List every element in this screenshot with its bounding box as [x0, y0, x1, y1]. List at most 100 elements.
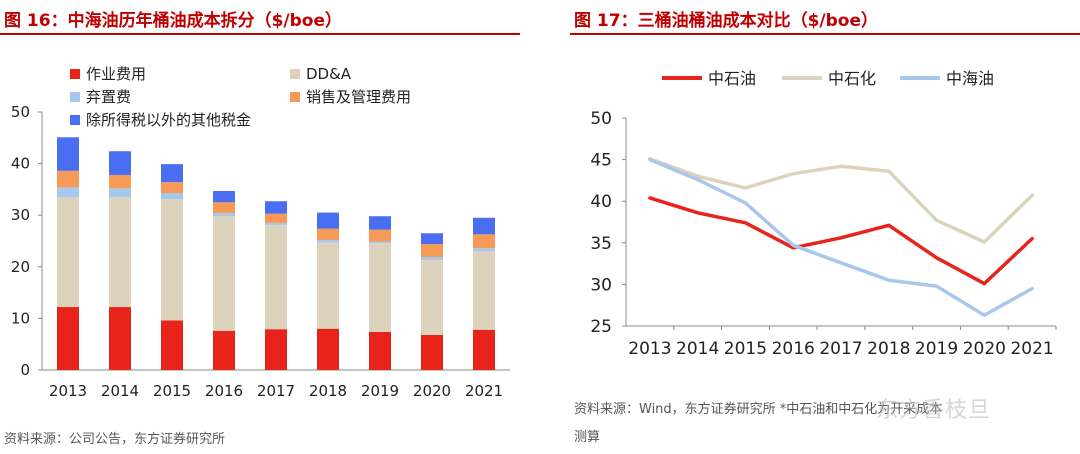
bar-segment-1-2017 [265, 225, 287, 330]
bar-segment-0-2016 [213, 330, 235, 370]
bar-segment-2-2021 [473, 248, 495, 252]
x-tick-label: 2019 [915, 339, 958, 359]
watermark-logo: 东方香枝旦 [876, 398, 992, 423]
bar-segment-1-2015 [161, 199, 183, 321]
legend-label-0: 中石油 [708, 69, 756, 88]
bar-segment-1-2019 [369, 243, 391, 332]
bar-segment-3-2019 [369, 229, 391, 242]
bar-segment-3-2013 [57, 170, 79, 188]
bar-segment-0-2017 [265, 329, 287, 370]
bar-segment-4-2014 [109, 151, 131, 175]
y-tick-label: 40 [590, 192, 612, 212]
bar-segment-4-2013 [57, 137, 79, 171]
bar-segment-3-2014 [109, 174, 131, 189]
legend-label-0: 作业费用 [86, 65, 146, 83]
x-tick-label: 2014 [101, 382, 139, 400]
legend-swatch-2 [70, 92, 80, 102]
x-tick-label: 2018 [309, 382, 347, 400]
legend-label-2: 中海油 [946, 69, 994, 88]
x-tick-label: 2013 [628, 339, 671, 359]
legend-swatch-4 [70, 115, 80, 125]
y-tick-label: 25 [590, 317, 612, 337]
bar-segment-3-2015 [161, 182, 183, 194]
bar-segment-0-2014 [109, 307, 131, 370]
bar-segment-3-2018 [317, 228, 339, 240]
bar-segment-1-2013 [57, 197, 79, 308]
y-tick-label: 50 [11, 103, 30, 121]
bar-segment-0-2018 [317, 328, 339, 370]
bar-segment-4-2015 [161, 164, 183, 183]
series-line-0 [648, 196, 1034, 286]
x-tick-label: 2018 [867, 339, 910, 359]
bar-segment-0-2013 [57, 307, 79, 370]
figure-17-source-line1: 资料来源：Wind，东方证券研究所 *中石油和中石化为开采成本 [574, 402, 943, 417]
y-tick-label: 0 [20, 361, 30, 379]
bar-segment-4-2020 [421, 233, 443, 245]
bar-segment-0-2015 [161, 320, 183, 370]
bar-segment-1-2014 [109, 197, 131, 308]
bar-segment-2-2013 [57, 187, 79, 198]
bar-segment-4-2017 [265, 201, 287, 214]
x-tick-label: 2020 [413, 382, 451, 400]
x-tick-label: 2020 [963, 339, 1006, 359]
bar-segment-1-2018 [317, 242, 339, 329]
figure-17-panel: 图 17：三桶油桶油成本对比（$/boe） 中石油 中石化 中海油 25 30 35 40 4… [570, 0, 1080, 454]
x-tick-label: 2015 [724, 339, 767, 359]
y-tick-label: 20 [11, 258, 30, 276]
x-tick-label: 2021 [465, 382, 503, 400]
figure-17-title: 图 17：三桶油桶油成本对比（$/boe） [574, 11, 878, 31]
bar-segment-2-2020 [421, 256, 443, 261]
figure-16-title: 图 16：中海油历年桶油成本拆分（$/boe） [4, 11, 342, 31]
bar-segment-4-2021 [473, 217, 495, 235]
series-line-1 [648, 157, 1034, 244]
bar-segment-2-2019 [369, 241, 391, 244]
y-tick-label: 40 [11, 155, 30, 173]
bar-segment-3-2017 [265, 213, 287, 223]
legend-label-1: DD&A [306, 65, 352, 83]
y-tick-label: 35 [590, 234, 612, 254]
figure-16-title-rule [0, 33, 520, 35]
x-tick-label: 2017 [257, 382, 295, 400]
bar-segment-3-2021 [473, 234, 495, 249]
figure-17-source-line2: 测算 [574, 430, 601, 445]
x-tick-label: 2014 [676, 339, 719, 359]
series-line-2 [648, 157, 1034, 317]
x-tick-label: 2013 [49, 382, 87, 400]
y-tick-label: 10 [11, 309, 30, 327]
y-tick-label: 45 [590, 151, 612, 171]
legend-label-3: 销售及管理费用 [306, 88, 411, 106]
bar-segment-2-2018 [317, 239, 339, 243]
x-tick-label: 2016 [772, 339, 815, 359]
bar-segment-4-2019 [369, 216, 391, 230]
x-tick-label: 2015 [153, 382, 191, 400]
bar-segment-2-2015 [161, 193, 183, 200]
bar-segment-3-2016 [213, 202, 235, 214]
figure-16-panel: 图 16：中海油历年桶油成本拆分（$/boe） 作业费用 DD&A 弃置费 销售及管理… [0, 0, 520, 454]
legend-swatch-3 [290, 92, 300, 102]
bar-segment-2-2017 [265, 222, 287, 226]
legend-swatch-1 [290, 69, 300, 79]
bar-segment-0-2021 [473, 329, 495, 370]
legend-label-4: 除所得税以外的其他税金 [86, 111, 251, 129]
y-tick-label: 50 [590, 109, 612, 129]
x-tick-label: 2017 [819, 339, 862, 359]
figure-17-title-rule [570, 33, 1080, 35]
bar-segment-4-2018 [317, 212, 339, 229]
bar-segment-4-2016 [213, 190, 235, 203]
bar-segment-2-2016 [213, 213, 235, 217]
bar-segment-0-2019 [369, 331, 391, 370]
bar-segment-1-2020 [421, 260, 443, 335]
figure-16-source: 资料来源：公司公告，东方证券研究所 [4, 432, 226, 447]
legend-label-2: 弃置费 [86, 88, 131, 106]
bar-segment-2-2014 [109, 188, 131, 198]
legend-label-1: 中石化 [828, 69, 876, 88]
bar-segment-0-2020 [421, 334, 443, 370]
bar-segment-3-2020 [421, 244, 443, 257]
y-tick-label: 30 [590, 275, 612, 295]
bar-segment-1-2021 [473, 251, 495, 330]
bar-segment-1-2016 [213, 216, 235, 331]
legend-swatch-0 [70, 69, 80, 79]
x-tick-label: 2016 [205, 382, 243, 400]
